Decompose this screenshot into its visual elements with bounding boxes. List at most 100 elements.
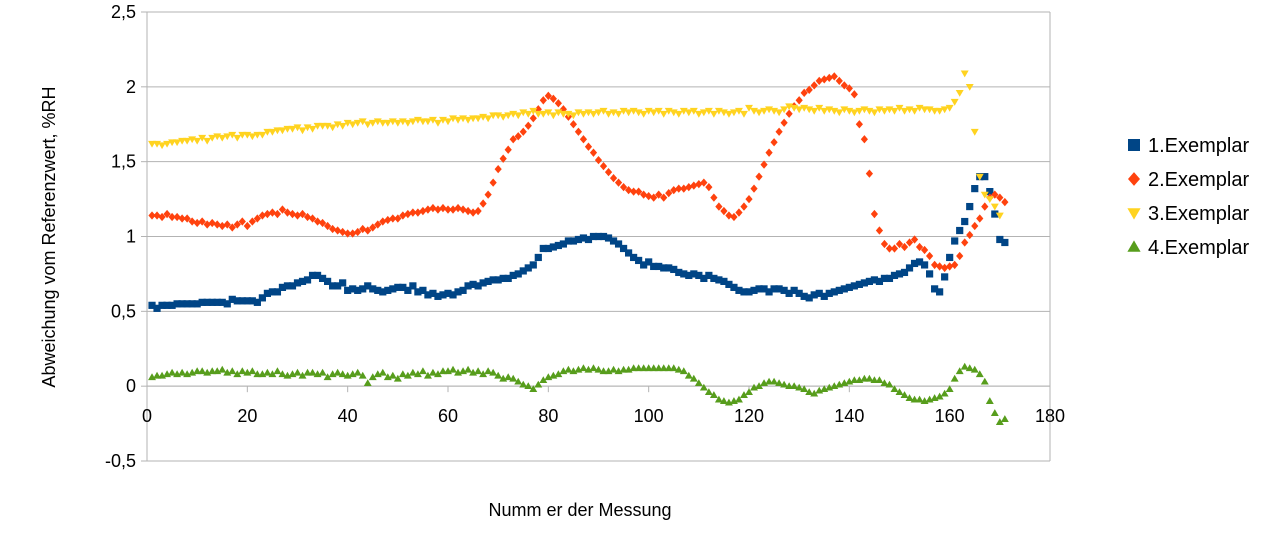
data-point	[895, 239, 904, 249]
data-point	[961, 238, 969, 247]
data-point	[494, 371, 503, 379]
data-point	[554, 99, 562, 108]
y-tick-label: 0	[126, 376, 136, 396]
data-point	[158, 212, 166, 222]
data-point	[268, 288, 277, 296]
data-point	[374, 220, 382, 229]
data-point	[740, 202, 748, 211]
data-point	[624, 109, 633, 117]
data-point	[956, 251, 964, 261]
data-point	[574, 235, 583, 244]
data-point	[865, 374, 874, 382]
data-point	[981, 173, 989, 181]
data-point	[148, 140, 156, 148]
data-point	[419, 206, 427, 216]
data-point	[293, 279, 302, 287]
data-point	[584, 142, 593, 151]
data-point	[338, 122, 347, 130]
data-point	[288, 282, 297, 290]
data-point	[795, 383, 804, 391]
data-point	[770, 377, 779, 385]
data-point	[674, 110, 683, 118]
data-point	[379, 288, 387, 296]
y-axis-title: Abweichung vom Referenzwert, %RH	[39, 86, 59, 387]
data-point	[579, 234, 588, 242]
data-point	[198, 134, 207, 142]
data-point	[499, 274, 507, 283]
data-point	[273, 367, 282, 375]
data-point	[248, 367, 257, 375]
data-point	[955, 89, 964, 97]
data-point	[780, 106, 789, 114]
data-point	[890, 271, 899, 280]
data-point	[675, 268, 683, 277]
data-point	[785, 289, 793, 297]
data-point	[996, 193, 1004, 202]
data-point	[434, 292, 442, 300]
data-point	[880, 274, 889, 283]
data-point	[680, 184, 688, 193]
data-point	[810, 291, 818, 299]
data-point	[604, 168, 613, 177]
data-point	[860, 135, 868, 144]
data-point	[900, 242, 909, 252]
data-point	[931, 285, 939, 293]
data-point	[484, 190, 492, 199]
data-point	[519, 127, 527, 136]
data-point	[223, 300, 231, 308]
legend-item: 2.Exemplar	[1128, 169, 1249, 191]
data-point	[303, 276, 312, 284]
data-point	[408, 118, 417, 126]
data-point	[549, 94, 557, 103]
data-point	[920, 261, 929, 269]
data-point	[705, 271, 713, 280]
data-point	[835, 286, 843, 294]
data-point	[333, 368, 342, 376]
data-point	[208, 298, 216, 306]
data-point	[936, 288, 944, 296]
data-point	[403, 371, 412, 379]
data-point	[745, 288, 753, 296]
data-point	[198, 298, 206, 306]
data-point	[669, 364, 678, 372]
data-point	[840, 285, 848, 293]
legend: 1.Exemplar 2.Exemplar 3.Exemplar 4.Exemplar	[1127, 135, 1249, 259]
data-point	[393, 374, 402, 382]
data-point	[875, 226, 884, 235]
data-point	[504, 145, 512, 154]
data-point	[820, 107, 829, 115]
data-point	[434, 119, 442, 127]
data-point	[534, 110, 543, 118]
x-tick-label: 140	[834, 406, 864, 426]
data-point	[941, 273, 949, 281]
data-point	[985, 196, 994, 204]
data-point	[183, 214, 191, 223]
data-point	[810, 107, 819, 115]
data-point	[825, 289, 833, 297]
data-point	[153, 211, 161, 220]
data-point	[569, 237, 578, 245]
data-point	[684, 371, 693, 379]
data-point	[514, 132, 522, 141]
data-point	[820, 292, 828, 300]
data-point	[589, 232, 598, 241]
data-point	[348, 121, 357, 129]
data-point	[459, 286, 467, 294]
data-point	[684, 109, 693, 117]
data-point	[439, 367, 447, 375]
data-point	[800, 88, 808, 97]
data-point	[875, 376, 884, 384]
data-point	[594, 232, 603, 241]
data-point	[263, 289, 271, 297]
data-point	[755, 285, 763, 293]
data-point	[554, 241, 562, 250]
data-point	[735, 286, 743, 294]
data-point	[313, 122, 322, 130]
data-point	[920, 245, 929, 255]
x-tick-label: 40	[338, 406, 358, 426]
data-point	[735, 208, 743, 217]
data-point	[960, 70, 969, 78]
data-point	[995, 212, 1004, 220]
data-point	[720, 206, 728, 216]
